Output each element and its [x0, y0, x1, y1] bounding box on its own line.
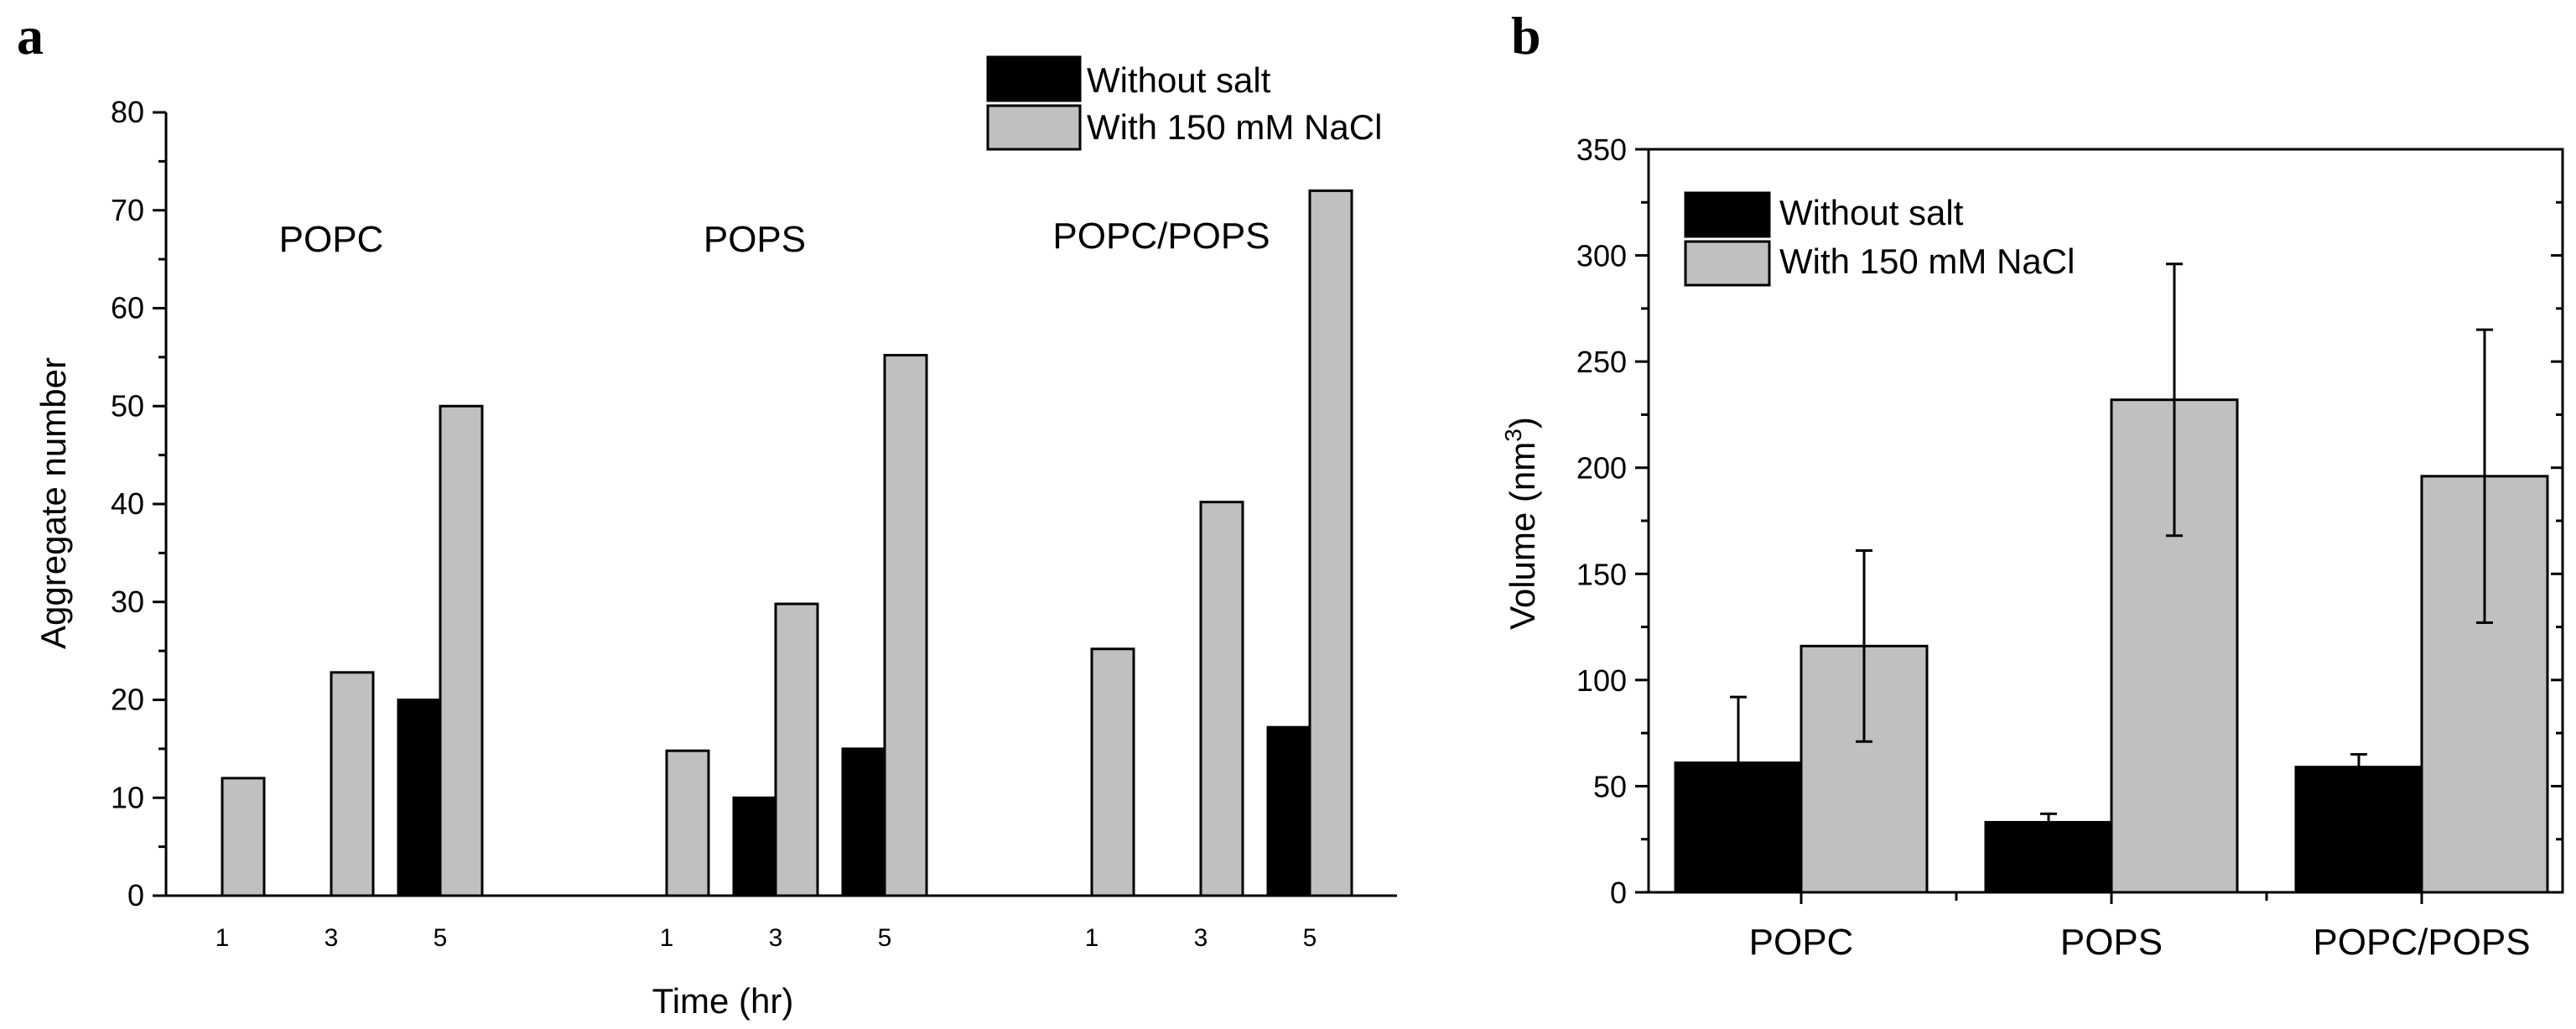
x-tick-label: 3	[769, 924, 783, 952]
bar-without-salt	[841, 747, 886, 897]
panel-a-legend: Without salt With 150 mM NaCl	[986, 55, 1382, 151]
bar-with-nacl	[665, 749, 710, 897]
y-tick-label: 80	[111, 95, 144, 129]
bar-with-nacl	[221, 777, 266, 897]
bar-without-salt	[1266, 725, 1311, 897]
x-tick-label: 3	[325, 924, 339, 952]
panel-a-group-labels: POPC POPS POPC/POPS	[279, 216, 1270, 260]
x-tick-label: POPC	[1749, 922, 1854, 963]
y-tick-label: 0	[1610, 876, 1627, 910]
panel-a-x-tick-labels: 1 3 5 1 3 5 1 3 5	[216, 924, 1317, 952]
legend-swatch-with-nacl	[1684, 240, 1771, 287]
x-tick-label: 1	[1085, 924, 1099, 952]
panel-a-letter: a	[17, 6, 44, 65]
panel-b-bars	[1674, 398, 2549, 894]
bar-with-nacl	[883, 354, 928, 897]
panel-a-y-axis-title: Aggregate number	[34, 357, 73, 649]
legend-label-with-nacl: With 150 mM NaCl	[1779, 242, 2075, 281]
panel-b-y-axis-title: Volume (nm3)	[1500, 417, 1542, 630]
y-tick-label: 250	[1576, 345, 1627, 379]
panel-b-letter: b	[1511, 6, 1541, 65]
bar-with-nacl	[1308, 189, 1353, 897]
legend-swatch-without-salt	[1684, 191, 1771, 238]
panel-b-y-axis-title-sup: 3	[1500, 429, 1526, 442]
group-label: POPC/POPS	[1052, 216, 1270, 257]
panel-b-error-bars	[1730, 262, 2493, 833]
bar-without-salt	[1984, 820, 2113, 894]
bar-with-nacl	[1199, 501, 1244, 897]
legend-swatch-with-nacl	[986, 104, 1082, 151]
panel-b-y-tick-labels: 0 50 100 150 200 250 300 350	[1576, 133, 1627, 910]
panel-b-y-axis-title-end: )	[1503, 417, 1542, 429]
x-tick-label: POPC/POPS	[2313, 922, 2530, 963]
y-tick-label: 60	[111, 291, 144, 325]
y-tick-label: 20	[111, 683, 144, 717]
panel-b-x-tick-labels: POPC POPS POPC/POPS	[1749, 892, 2531, 963]
y-tick-label: 150	[1576, 557, 1627, 591]
legend-swatch-without-salt	[986, 55, 1082, 102]
x-tick-label: 5	[434, 924, 448, 952]
x-tick-label: 3	[1194, 924, 1208, 952]
bar-with-nacl	[1090, 647, 1135, 897]
y-tick-label: 40	[111, 486, 144, 521]
panel-b-plot-frame	[1647, 148, 2564, 894]
bar-with-nacl	[774, 602, 819, 897]
bar-with-nacl	[330, 671, 375, 897]
y-tick-label: 50	[1593, 769, 1627, 803]
panel-a-bars	[221, 189, 1353, 897]
panel-b-y-axis-title-text: Volume (nm	[1503, 442, 1542, 630]
bar-with-nacl	[439, 404, 484, 897]
legend-label-without-salt: Without salt	[1087, 60, 1271, 100]
panel-a-y-tick-labels: 0 10 20 30 40 50 60 70 80	[111, 95, 144, 912]
x-tick-label: 5	[1303, 924, 1317, 952]
group-label: POPC	[279, 219, 384, 260]
y-tick-label: 0	[127, 878, 144, 912]
legend-label-without-salt: Without salt	[1779, 193, 1964, 232]
panel-a-x-axis-title: Time (hr)	[652, 981, 794, 1021]
y-tick-label: 100	[1576, 663, 1627, 698]
group-label: POPS	[704, 219, 806, 260]
bar-without-salt	[732, 796, 777, 897]
x-tick-label: 1	[216, 924, 230, 952]
bar-without-salt	[397, 699, 442, 897]
panel-b-legend: Without salt With 150 mM NaCl	[1684, 191, 2075, 287]
y-tick-label: 300	[1576, 239, 1627, 273]
y-tick-label: 70	[111, 193, 144, 227]
panel-a-y-ticks	[153, 111, 166, 897]
y-tick-label: 30	[111, 585, 144, 619]
x-tick-label: 5	[878, 924, 892, 952]
panel-b-chart: b 0 50 100 150 200 250 300 350 POPC POPS POPC/POP…	[1500, 6, 2564, 963]
y-tick-label: 10	[111, 780, 144, 814]
legend-label-with-nacl: With 150 mM NaCl	[1087, 107, 1382, 147]
x-tick-label: 1	[660, 924, 674, 952]
y-tick-label: 50	[111, 388, 144, 423]
bar-without-salt	[2294, 766, 2423, 894]
x-tick-label: POPS	[2060, 922, 2163, 963]
y-tick-label: 350	[1576, 133, 1627, 167]
y-tick-label: 200	[1576, 451, 1627, 486]
